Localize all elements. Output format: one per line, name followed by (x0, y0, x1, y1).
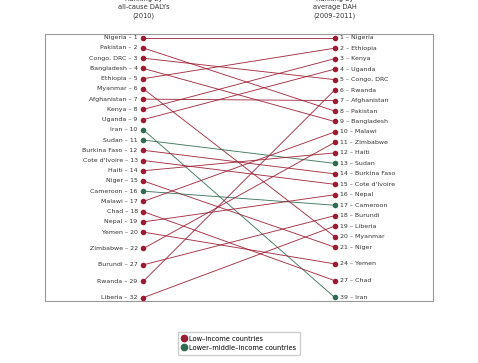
Text: Niger – 15: Niger – 15 (106, 179, 138, 183)
Text: 17 – Cameroon: 17 – Cameroon (340, 203, 388, 208)
Text: 20 – Myanmar: 20 – Myanmar (340, 234, 385, 239)
Text: 12 – Haiti: 12 – Haiti (340, 150, 370, 155)
Text: 21 – Niger: 21 – Niger (340, 245, 372, 250)
Text: Yemen – 20: Yemen – 20 (102, 230, 138, 234)
Text: 8 – Pakistan: 8 – Pakistan (340, 109, 378, 114)
Text: 5 – Congo, DRC: 5 – Congo, DRC (340, 77, 389, 82)
Text: Iran – 10: Iran – 10 (110, 127, 138, 132)
Text: Nepal – 19: Nepal – 19 (104, 219, 138, 224)
Text: 14 – Burkina Faso: 14 – Burkina Faso (340, 171, 396, 176)
Text: Myanmar – 6: Myanmar – 6 (97, 86, 138, 91)
Legend: Low–income countries, Lower–middle–income countries: Low–income countries, Lower–middle–incom… (178, 331, 300, 355)
Text: 15 – Cote d'Ivoire: 15 – Cote d'Ivoire (340, 182, 395, 187)
Text: Cote d'Ivoire – 13: Cote d'Ivoire – 13 (83, 158, 138, 163)
Text: 13 – Sudan: 13 – Sudan (340, 161, 375, 166)
Text: 11 – Zimbabwe: 11 – Zimbabwe (340, 140, 388, 145)
Text: Burundi – 27: Burundi – 27 (98, 262, 138, 268)
Text: 2 – Ethiopia: 2 – Ethiopia (340, 46, 377, 51)
Text: Ranking by
all-cause DALYs
(2010): Ranking by all-cause DALYs (2010) (118, 0, 169, 19)
Text: Haiti – 14: Haiti – 14 (108, 168, 138, 173)
Text: Rwanda – 29: Rwanda – 29 (98, 279, 138, 284)
Text: 7 – Afghanistan: 7 – Afghanistan (340, 98, 389, 103)
Text: 19 – Liberia: 19 – Liberia (340, 224, 377, 229)
Text: 3 – Kenya: 3 – Kenya (340, 56, 371, 61)
Text: Uganda – 9: Uganda – 9 (102, 117, 138, 122)
Text: Afghanistan – 7: Afghanistan – 7 (89, 97, 138, 102)
Text: Ranking by
average DAH
(2009–2011): Ranking by average DAH (2009–2011) (313, 0, 357, 19)
Text: Pakistan – 2: Pakistan – 2 (100, 45, 138, 50)
Text: Nigeria – 1: Nigeria – 1 (104, 35, 138, 40)
Text: 1 – Nigeria: 1 – Nigeria (340, 35, 374, 40)
Text: Chad – 18: Chad – 18 (107, 209, 138, 214)
Bar (45, 34, 433, 301)
Text: Bangladesh – 4: Bangladesh – 4 (90, 66, 138, 71)
Text: Zimbabwe – 22: Zimbabwe – 22 (89, 246, 138, 251)
Text: 10 – Malawi: 10 – Malawi (340, 130, 377, 134)
Text: Burkina Faso – 12: Burkina Faso – 12 (82, 148, 138, 153)
Text: 4 – Uganda: 4 – Uganda (340, 67, 376, 72)
Text: 6 – Rwanda: 6 – Rwanda (340, 87, 377, 93)
Text: Malawi – 17: Malawi – 17 (101, 199, 138, 204)
Text: 24 – Yemen: 24 – Yemen (340, 261, 376, 266)
Text: 16 – Nepal: 16 – Nepal (340, 192, 373, 197)
Text: Liberia – 32: Liberia – 32 (101, 295, 138, 300)
Text: 27 – Chad: 27 – Chad (340, 278, 372, 283)
Text: 39 – Iran: 39 – Iran (340, 295, 368, 300)
Text: Kenya – 8: Kenya – 8 (107, 107, 138, 112)
Text: Congo, DRC – 3: Congo, DRC – 3 (89, 56, 138, 61)
Text: Sudan – 11: Sudan – 11 (103, 138, 138, 143)
Text: 18 – Burundi: 18 – Burundi (340, 213, 380, 218)
Text: Ethiopia – 5: Ethiopia – 5 (101, 76, 138, 81)
Text: 9 – Bangladesh: 9 – Bangladesh (340, 119, 388, 124)
Text: Cameroon – 16: Cameroon – 16 (90, 189, 138, 194)
